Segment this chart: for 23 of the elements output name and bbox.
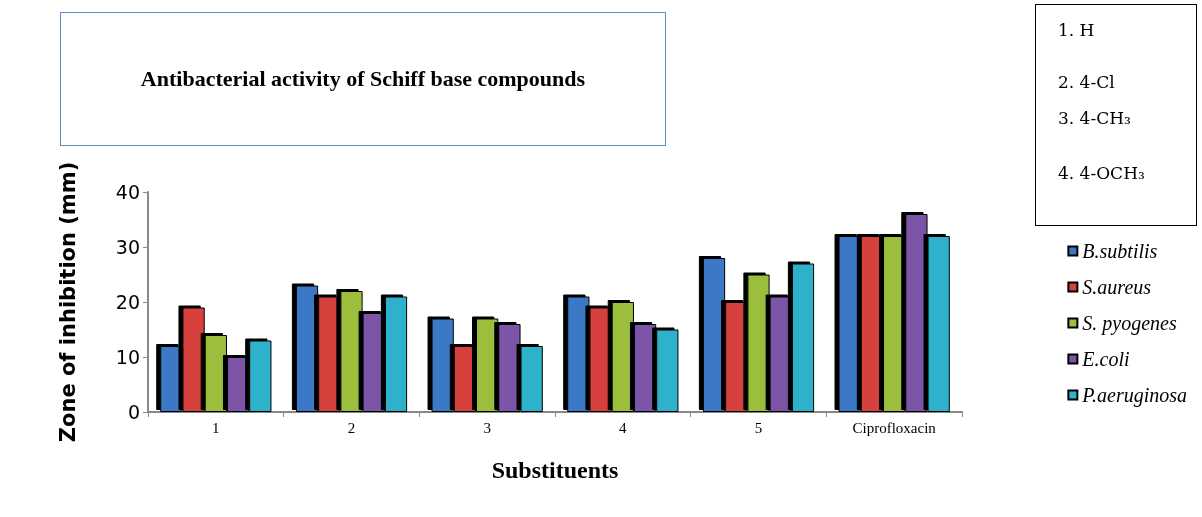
legend-label: P.aeruginosa: [1081, 384, 1187, 407]
y-tick-label: 40: [115, 181, 140, 203]
x-tick-label: 3: [483, 419, 491, 436]
y-tick-label: 10: [115, 346, 140, 368]
x-tick-label: 5: [754, 419, 763, 436]
x-tick-label: 2: [347, 419, 356, 436]
y-tick-label: 0: [127, 401, 140, 423]
legend-label: B.subtilis: [1082, 240, 1158, 262]
x-tick-label: Ciprofloxacin: [852, 419, 937, 436]
legend-label: S.aureus: [1082, 276, 1152, 298]
text: 4. 4-OCH₃: [1058, 162, 1146, 185]
y-axis-title: Zone of inhibition (mm): [55, 161, 80, 443]
chart-title: Antibacterial activity of Schiff base compounds: [60, 12, 666, 146]
y-tick-label: 30: [115, 236, 140, 258]
legend-label: S. pyogenes: [1082, 312, 1177, 335]
y-tick-label: 20: [115, 291, 140, 313]
text: 2. 4-Cl: [1058, 71, 1116, 94]
text: 1. H: [1058, 19, 1096, 42]
legend-label: E.coli: [1081, 348, 1130, 370]
text: 3. 4-CH₃: [1058, 107, 1132, 130]
x-tick-label: 4: [619, 419, 628, 436]
x-axis-title: Substituents: [491, 457, 619, 483]
x-tick-label: 1: [212, 419, 220, 436]
